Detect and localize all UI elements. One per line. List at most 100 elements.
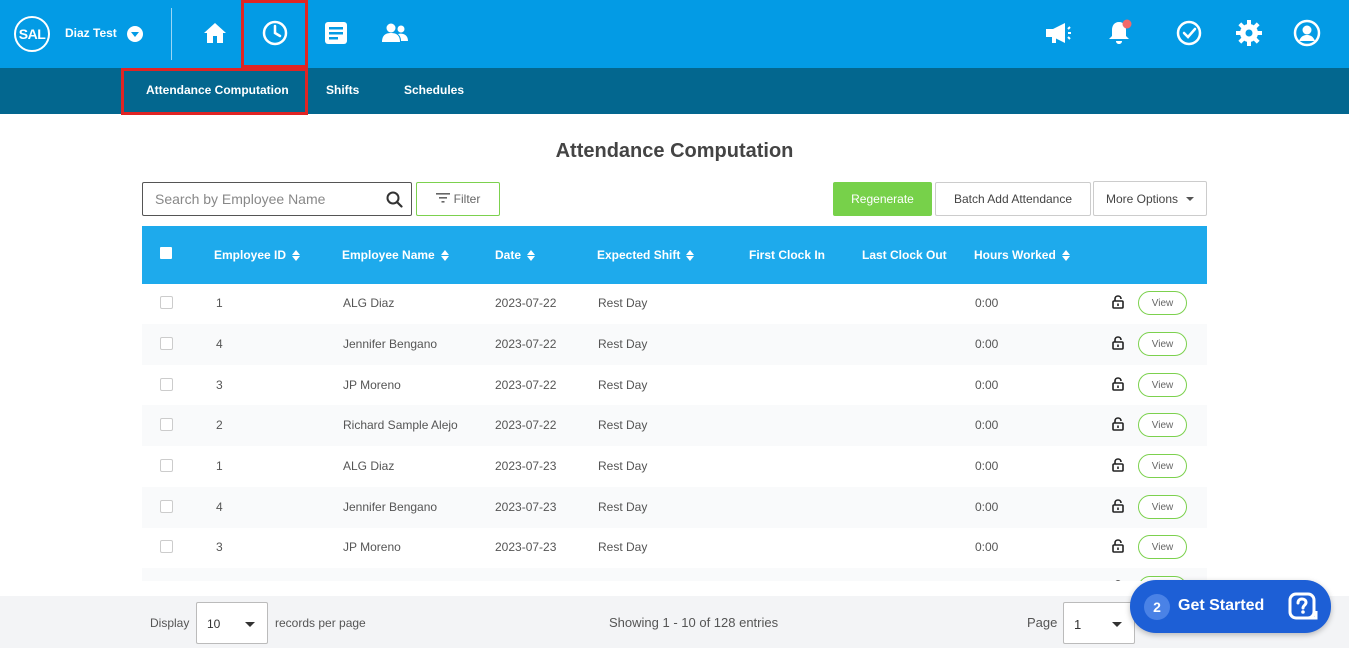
filter-label: Filter — [453, 192, 481, 206]
col-last-clock-out: Last Clock Out — [862, 248, 947, 262]
cell-date: 2023-07-22 — [495, 337, 557, 351]
tab-schedules[interactable]: Schedules — [404, 83, 465, 97]
bell-icon[interactable] — [1104, 18, 1134, 48]
row-checkbox[interactable] — [160, 296, 173, 309]
view-button[interactable]: View — [1138, 495, 1187, 519]
table-row: 2 Richard Sample Alejo 2023-07-22 Rest Day 0… — [142, 405, 1207, 446]
page-select[interactable]: 1 — [1063, 602, 1135, 644]
more-options-button[interactable]: More Options — [1093, 181, 1207, 216]
view-button[interactable]: View — [1138, 291, 1187, 315]
sort-icon — [440, 249, 449, 261]
company-name[interactable]: Diaz Test — [65, 26, 117, 40]
caret-down-icon — [1112, 622, 1122, 627]
view-button[interactable]: View — [1138, 373, 1187, 397]
cell-hours-worked: 0:00 — [975, 540, 999, 554]
cell-employee-id: 1 — [216, 459, 223, 473]
sort-icon — [686, 249, 695, 261]
cell-date: 2023-07-23 — [495, 540, 557, 554]
top-bar: SAL Diaz Test — [0, 0, 1349, 68]
cell-hours-worked: 0:00 — [975, 459, 999, 473]
caret-down-icon — [245, 622, 255, 627]
home-icon[interactable] — [200, 18, 230, 48]
lock-icon[interactable] — [1112, 295, 1124, 314]
cell-employee-id: 4 — [216, 337, 223, 351]
table-row: 3 JP Moreno 2023-07-22 Rest Day 0:00 View — [142, 365, 1207, 406]
cell-hours-worked: 0:00 — [975, 418, 999, 432]
row-checkbox[interactable] — [160, 459, 173, 472]
row-checkbox[interactable] — [160, 418, 173, 431]
cell-expected-shift: Rest Day — [598, 378, 648, 392]
page-label: Page — [1027, 615, 1058, 630]
cell-expected-shift: Rest Day — [598, 418, 648, 432]
col-employee-name[interactable]: Employee Name — [342, 248, 449, 262]
lock-icon[interactable] — [1112, 580, 1124, 581]
people-icon[interactable] — [380, 18, 410, 48]
lock-icon[interactable] — [1112, 539, 1124, 558]
highlight-box — [241, 0, 308, 68]
per-page-select[interactable]: 10 — [196, 602, 268, 644]
lock-icon[interactable] — [1112, 377, 1124, 396]
check-circle-icon[interactable] — [1174, 18, 1204, 48]
cell-employee-name: JP Moreno — [343, 378, 401, 392]
showing-entries: Showing 1 - 10 of 128 entries — [609, 615, 779, 630]
select-all-checkbox[interactable] — [160, 247, 172, 259]
cell-employee-id: 3 — [216, 378, 223, 392]
search-box — [142, 182, 412, 216]
divider — [171, 8, 172, 60]
table-header — [142, 226, 1207, 284]
cell-hours-worked: 0:00 — [975, 500, 999, 514]
gear-icon[interactable] — [1234, 18, 1264, 48]
lock-icon[interactable] — [1112, 417, 1124, 436]
cell-employee-id: 4 — [216, 500, 223, 514]
view-button[interactable]: View — [1138, 332, 1187, 356]
cell-hours-worked: 0:00 — [975, 296, 999, 310]
regenerate-button[interactable]: Regenerate — [833, 182, 932, 216]
lock-icon[interactable] — [1112, 499, 1124, 518]
col-employee-id[interactable]: Employee ID — [214, 248, 301, 262]
company-logo[interactable]: SAL — [14, 16, 50, 52]
view-button[interactable]: View — [1138, 454, 1187, 478]
search-icon[interactable] — [386, 191, 403, 213]
table-row: 4 Jennifer Bengano 2023-07-23 Rest Day 0:00 V… — [142, 487, 1207, 528]
view-button[interactable]: View — [1138, 413, 1187, 437]
filter-icon — [435, 192, 450, 206]
sort-icon — [292, 249, 301, 261]
page-value: 1 — [1074, 617, 1082, 632]
per-page-suffix: records per page — [275, 616, 366, 630]
row-checkbox[interactable] — [160, 500, 173, 513]
cell-expected-shift: Rest Day — [598, 459, 648, 473]
row-checkbox[interactable] — [160, 337, 173, 350]
lock-icon[interactable] — [1112, 336, 1124, 355]
sort-icon — [1061, 249, 1070, 261]
tab-shifts[interactable]: Shifts — [326, 83, 360, 97]
megaphone-icon[interactable] — [1043, 18, 1073, 48]
search-input[interactable] — [143, 183, 379, 215]
lock-icon[interactable] — [1112, 458, 1124, 477]
caret-down-icon — [1186, 196, 1195, 201]
get-started-badge: 2 — [1144, 594, 1170, 620]
cell-employee-name: Jennifer Bengano — [343, 337, 438, 351]
row-checkbox[interactable] — [160, 378, 173, 391]
chevron-down-icon[interactable] — [127, 26, 143, 42]
cell-expected-shift: Rest Day — [598, 337, 648, 351]
cell-hours-worked: 0:00 — [975, 337, 999, 351]
user-icon[interactable] — [1292, 18, 1322, 48]
cell-employee-name: Richard Sample Alejo — [343, 418, 458, 432]
col-expected-shift[interactable]: Expected Shift — [597, 248, 695, 262]
document-icon[interactable] — [321, 18, 351, 48]
per-page-value: 10 — [207, 617, 221, 631]
clock-icon[interactable] — [260, 18, 290, 48]
view-button[interactable]: View — [1138, 535, 1187, 559]
table-row: 1 ALG Diaz 2023-07-22 Rest Day 0:00 View — [142, 283, 1207, 324]
col-hours-worked[interactable]: Hours Worked — [974, 248, 1070, 262]
row-checkbox[interactable] — [160, 540, 173, 553]
table-row: 1 ALG Diaz 2023-07-23 Rest Day 0:00 View — [142, 446, 1207, 487]
cell-expected-shift: Rest Day — [598, 500, 648, 514]
get-started-widget[interactable]: 2 Get Started — [1130, 580, 1331, 633]
filter-button[interactable]: Filter — [416, 182, 500, 216]
tab-attendance-computation[interactable]: Attendance Computation — [146, 83, 289, 97]
col-date[interactable]: Date — [495, 248, 536, 262]
cell-employee-name: ALG Diaz — [343, 296, 395, 310]
batch-add-attendance-button[interactable]: Batch Add Attendance — [935, 182, 1091, 216]
